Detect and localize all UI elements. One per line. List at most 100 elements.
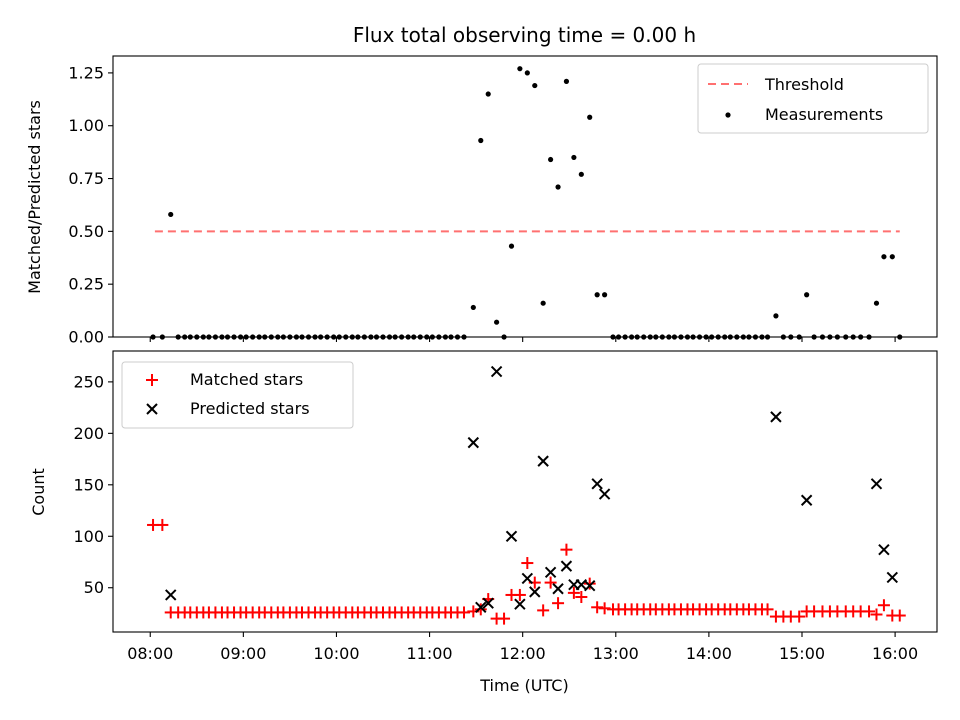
measurement-point: [555, 184, 561, 190]
matched-star-point: [498, 612, 511, 625]
matched-star-point: [521, 557, 534, 570]
bottom-y-tick-label: 50: [84, 578, 104, 597]
measurement-point: [594, 292, 600, 298]
measurement-point: [532, 82, 538, 89]
top-y-tick-label: 0.75: [68, 169, 104, 188]
top-y-tick-label: 1.00: [68, 116, 104, 135]
measurement-point: [168, 211, 174, 218]
predicted-star-point: [529, 586, 541, 598]
predicted-star-point: [598, 488, 611, 500]
predicted-star-point: [514, 598, 526, 610]
measurement-point: [571, 154, 577, 161]
bottom-y-tick-label: 100: [73, 527, 104, 546]
top-axes-frame: [112, 55, 938, 338]
matched-star-point: [591, 601, 604, 614]
matched-star-point: [156, 518, 169, 531]
bottom-x-tick-label: 13:00: [593, 644, 639, 663]
matched-star-point: [537, 604, 550, 617]
measurement-point: [889, 254, 895, 260]
top-y-axis-label: Matched/Predicted stars: [25, 100, 44, 294]
predicted-star-point: [505, 530, 518, 542]
top-legend: Threshold Measurements: [697, 63, 929, 134]
measurement-point: [602, 292, 608, 298]
measurement-point: [524, 70, 530, 76]
measurement-point: [478, 137, 484, 144]
legend-predicted-label: Predicted stars: [190, 399, 310, 418]
predicted-star-point: [165, 589, 177, 601]
predicted-star-point: [770, 411, 782, 423]
bottom-x-tick-label: 09:00: [220, 644, 266, 663]
measurement-point: [540, 300, 546, 306]
bottom-x-tick-label: 14:00: [686, 644, 732, 663]
matched-star-point: [474, 603, 487, 616]
bottom-y-axis-label: Count: [29, 468, 48, 516]
matched-star-point: [761, 603, 774, 616]
measurement-point: [587, 114, 593, 120]
bottom-y-tick-label: 200: [73, 424, 104, 443]
matched-star-point: [552, 597, 565, 610]
legend-threshold-label: Threshold: [764, 75, 844, 94]
top-y-tick-label: 0.00: [68, 328, 104, 347]
legend-measurements-swatch: [725, 112, 731, 118]
bottom-subplot: 50 100 150 200 250 08:00 09:00 10:00 11:00 12:00 1…: [29, 350, 938, 695]
top-chart-title: Flux total observing time = 0.00 h: [353, 23, 696, 47]
top-y-tick-label: 0.50: [68, 222, 104, 241]
measurement-point: [470, 304, 476, 311]
measurement-point: [563, 78, 570, 84]
bottom-x-tick-label: 12:00: [500, 644, 546, 663]
matched-star-point: [893, 609, 906, 622]
matched-star-point: [863, 605, 876, 618]
predicted-star-point: [584, 579, 596, 592]
legend-predicted-swatch: [146, 403, 158, 415]
predicted-star-point: [467, 436, 480, 449]
bottom-x-tick-label: 15:00: [779, 644, 825, 663]
bottom-y-tick-label: 150: [73, 475, 104, 494]
measurement-point: [578, 171, 584, 177]
predicted-star-point: [591, 478, 603, 490]
measurement-point: [881, 254, 887, 260]
predicted-star-point: [870, 478, 883, 490]
bottom-axes-frame: [112, 350, 938, 633]
predicted-star-point: [800, 494, 813, 506]
matched-star-point: [567, 586, 580, 599]
predicted-star-point: [490, 365, 503, 378]
top-y-tick-label: 1.25: [68, 63, 104, 82]
predicted-star-point: [878, 543, 890, 556]
matched-star-point: [560, 543, 573, 556]
predicted-star-point: [544, 566, 557, 579]
measurement-point: [548, 156, 554, 163]
measurement-point: [494, 319, 500, 325]
bottom-x-tick-label: 10:00: [313, 644, 359, 663]
predicted-star-point: [521, 572, 534, 585]
predicted-star-point: [552, 583, 564, 595]
measurement-point: [873, 300, 880, 306]
legend-matched-swatch: [146, 374, 158, 386]
predicted-star-point: [475, 601, 487, 614]
matched-star-point: [870, 608, 883, 621]
measurement-point: [485, 91, 491, 97]
measurement-point: [517, 66, 523, 72]
matched-star-point: [544, 576, 557, 589]
predicted-star-point: [537, 455, 549, 467]
legend-measurements-label: Measurements: [765, 105, 883, 124]
x-axis-label: Time (UTC): [479, 676, 568, 695]
matched-star-point: [877, 599, 890, 612]
bottom-x-tick-label: 11:00: [407, 644, 453, 663]
bottom-x-tick-label: 16:00: [872, 644, 918, 663]
measurement-point: [773, 313, 779, 319]
bottom-legend-box: [121, 361, 354, 429]
bottom-y-tick-label: 250: [73, 372, 104, 391]
bottom-legend: Matched stars Predicted stars: [121, 361, 354, 429]
top-y-tick-label: 0.25: [68, 275, 104, 294]
matched-star-point: [458, 606, 471, 619]
measurement-point: [508, 243, 515, 249]
measurement-point: [804, 292, 810, 298]
matched-star-point: [575, 591, 588, 604]
top-subplot: Flux total observing time = 0.00 h 0.00 0…: [25, 23, 938, 347]
matched-star-point: [513, 588, 526, 601]
bottom-x-tick-label: 08:00: [127, 644, 173, 663]
predicted-star-point: [886, 571, 899, 584]
predicted-star-point: [482, 597, 494, 609]
top-legend-box: [697, 63, 929, 134]
